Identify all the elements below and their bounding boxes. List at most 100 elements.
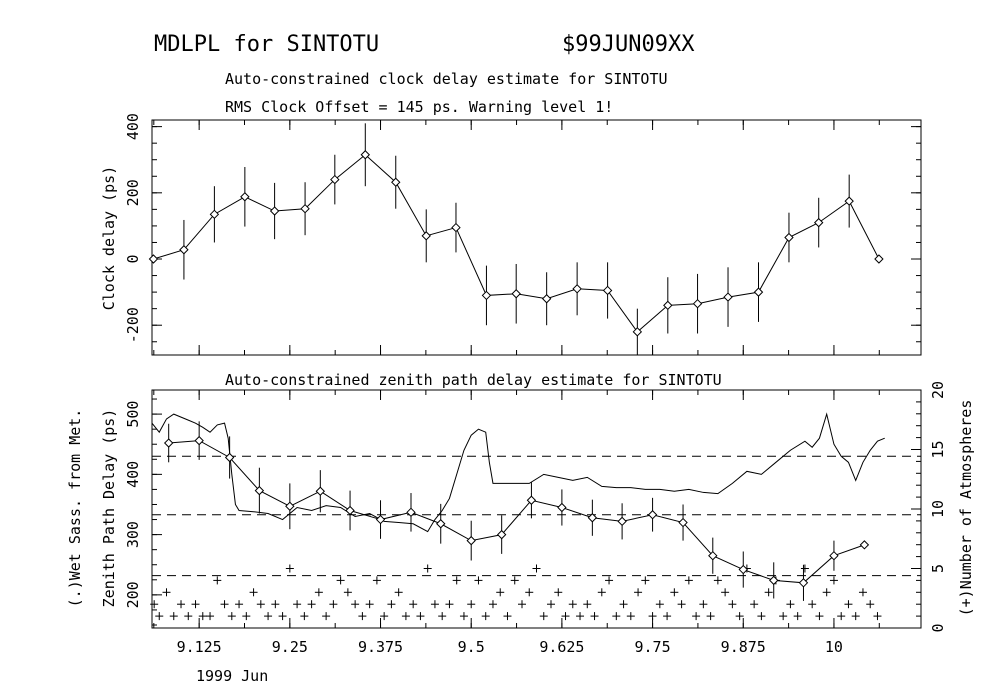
atmospheres-point	[285, 564, 294, 573]
zenith-delay-point	[526, 495, 537, 505]
atmospheres-point	[706, 612, 715, 621]
atmospheres-point	[648, 612, 657, 621]
atmospheres-point	[488, 600, 497, 609]
zenith-delay-point	[224, 452, 235, 463]
bottom-xtick-label: 9.875	[721, 638, 766, 656]
clock-delay-point	[451, 222, 461, 233]
zenith-delay-point	[406, 507, 416, 518]
clock-delay-point	[148, 254, 159, 264]
clock-delay-point	[240, 192, 250, 202]
clock-delay-point	[632, 327, 643, 337]
clock-delay-point	[844, 196, 854, 206]
clock-delay-point	[692, 298, 703, 309]
atmospheres-point	[264, 612, 273, 621]
atmospheres-point	[423, 564, 432, 573]
clock-delay-point	[572, 284, 582, 294]
atmospheres-point	[641, 576, 650, 585]
session-id: $99JUN09XX	[562, 32, 695, 57]
atmospheres-point	[517, 600, 526, 609]
bottom-y-axis-outer-label: (.)Wet Sass. from Met.	[66, 409, 84, 608]
atmospheres-point	[677, 600, 686, 609]
atmospheres-point	[242, 612, 251, 621]
zenith-delay-point	[708, 550, 718, 561]
zenith-delay-plot: 9.125 9.25 9.375 9.5 9.625 9.75 9.875 102003004…	[124, 381, 947, 656]
clock-delay-point	[874, 254, 884, 264]
atmospheres-point	[822, 588, 831, 597]
atmospheres-point	[169, 612, 178, 621]
atmospheres-point	[467, 600, 476, 609]
clock-delay-point	[421, 231, 431, 241]
atmospheres-point	[351, 600, 360, 609]
clock-delay-point	[602, 285, 613, 296]
zenith-delay-point	[678, 517, 688, 528]
atmospheres-point	[554, 588, 563, 597]
bottom-ytick-label: 300	[124, 521, 142, 548]
atmospheres-point	[561, 612, 570, 621]
bottom-y2tick-label: 20	[929, 381, 947, 399]
zenith-delay-point	[194, 435, 204, 446]
bottom-chart-title: Auto-constrained zenith path delay estim…	[225, 371, 722, 389]
bottom-xtick-label: 9.375	[358, 638, 403, 656]
atmospheres-point	[249, 588, 258, 597]
zenith-delay-point	[798, 578, 809, 588]
atmospheres-point	[576, 612, 585, 621]
atmospheres-point	[459, 612, 468, 621]
bottom-xtick-label: 10	[825, 638, 843, 656]
atmospheres-point	[358, 612, 367, 621]
atmospheres-point	[713, 576, 722, 585]
atmospheres-point	[539, 612, 548, 621]
atmospheres-point	[866, 600, 875, 609]
bottom-y2tick-label: 0	[929, 623, 947, 632]
zenith-delay-point	[315, 486, 326, 496]
atmospheres-point	[401, 612, 410, 621]
top-chart-subtitle: RMS Clock Offset = 145 ps. Warning level…	[225, 98, 613, 116]
bottom-xtick-label: 9.75	[635, 638, 671, 656]
atmospheres-point	[322, 612, 331, 621]
atmospheres-point	[271, 600, 280, 609]
atmospheres-point	[150, 600, 159, 609]
atmospheres-point	[155, 612, 164, 621]
bottom-frame	[151, 389, 922, 629]
atmospheres-point	[757, 612, 766, 621]
zenith-delay-point	[436, 519, 446, 529]
clock-delay-plot: -200 0 200 400	[124, 113, 922, 356]
atmospheres-point	[307, 600, 316, 609]
zenith-delay-point	[738, 564, 748, 575]
zenith-delay-point	[617, 516, 627, 527]
atmospheres-point	[873, 612, 882, 621]
atmospheres-point	[670, 588, 679, 597]
clock-delay-point	[663, 300, 673, 311]
atmospheres-point	[793, 612, 802, 621]
bottom-ytick-label: 200	[124, 581, 142, 608]
atmospheres-point	[343, 588, 352, 597]
bottom-y-axis-label: Zenith Path Delay (ps)	[100, 409, 118, 608]
clock-delay-point	[541, 294, 552, 304]
zenith-delay-point	[496, 529, 507, 540]
atmospheres-point	[800, 564, 809, 573]
bottom-xtick-label: 9.625	[539, 638, 584, 656]
atmospheres-point	[394, 588, 403, 597]
clock-delay-point	[753, 287, 764, 297]
atmospheres-point	[655, 600, 664, 609]
atmospheres-point	[851, 612, 860, 621]
clock-delay-point	[814, 217, 824, 228]
atmospheres-point	[380, 612, 389, 621]
atmospheres-point	[597, 588, 606, 597]
atmospheres-point	[329, 600, 338, 609]
atmospheres-point	[699, 600, 708, 609]
atmospheres-point	[684, 576, 693, 585]
atmospheres-point	[177, 600, 186, 609]
clock-delay-point	[784, 232, 794, 243]
bottom-xtick-label: 9.25	[272, 638, 308, 656]
clock-delay-point	[179, 245, 189, 255]
zenith-delay-point	[587, 513, 598, 523]
atmospheres-point	[278, 612, 287, 621]
zenith-delay-point	[829, 550, 839, 561]
clock-delay-point	[360, 150, 370, 160]
atmospheres-point	[481, 612, 490, 621]
atmospheres-point	[634, 588, 643, 597]
atmospheres-point	[721, 588, 730, 597]
atmospheres-point	[213, 576, 222, 585]
atmospheres-point	[293, 600, 302, 609]
